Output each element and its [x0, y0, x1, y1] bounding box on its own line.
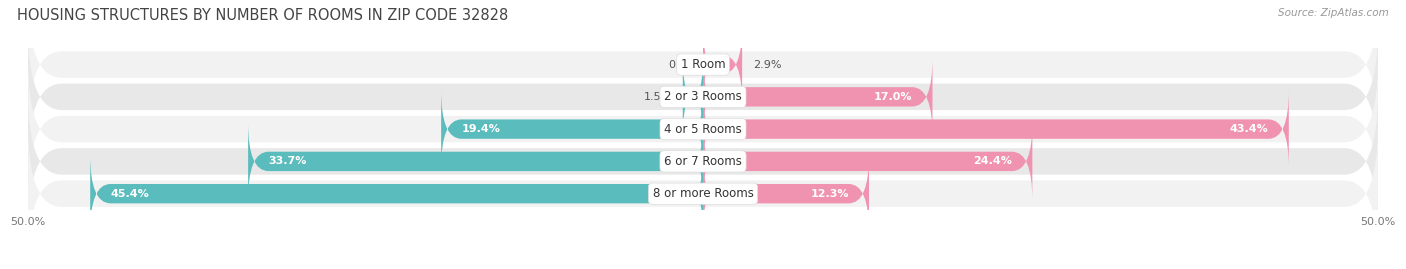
Text: 43.4%: 43.4% — [1230, 124, 1268, 134]
FancyBboxPatch shape — [28, 62, 1378, 197]
FancyBboxPatch shape — [28, 94, 1378, 229]
FancyBboxPatch shape — [28, 29, 1378, 164]
Text: 0.0%: 0.0% — [668, 59, 696, 70]
Text: HOUSING STRUCTURES BY NUMBER OF ROOMS IN ZIP CODE 32828: HOUSING STRUCTURES BY NUMBER OF ROOMS IN… — [17, 8, 508, 23]
Text: Source: ZipAtlas.com: Source: ZipAtlas.com — [1278, 8, 1389, 18]
Text: 6 or 7 Rooms: 6 or 7 Rooms — [664, 155, 742, 168]
Text: 2.9%: 2.9% — [754, 59, 782, 70]
Text: 8 or more Rooms: 8 or more Rooms — [652, 187, 754, 200]
Text: 45.4%: 45.4% — [111, 189, 149, 199]
FancyBboxPatch shape — [28, 0, 1378, 132]
Text: 12.3%: 12.3% — [810, 189, 849, 199]
FancyBboxPatch shape — [703, 90, 1289, 168]
Text: 24.4%: 24.4% — [973, 156, 1012, 167]
FancyBboxPatch shape — [703, 58, 932, 136]
Text: 1 Room: 1 Room — [681, 58, 725, 71]
Text: 4 or 5 Rooms: 4 or 5 Rooms — [664, 123, 742, 136]
FancyBboxPatch shape — [703, 123, 1032, 200]
FancyBboxPatch shape — [441, 90, 703, 168]
Text: 2 or 3 Rooms: 2 or 3 Rooms — [664, 90, 742, 103]
FancyBboxPatch shape — [703, 155, 869, 232]
FancyBboxPatch shape — [683, 58, 703, 136]
Text: 33.7%: 33.7% — [269, 156, 307, 167]
Text: 19.4%: 19.4% — [461, 124, 501, 134]
FancyBboxPatch shape — [28, 126, 1378, 261]
FancyBboxPatch shape — [703, 26, 742, 103]
Text: 1.5%: 1.5% — [644, 92, 672, 102]
FancyBboxPatch shape — [247, 123, 703, 200]
Text: 17.0%: 17.0% — [873, 92, 912, 102]
FancyBboxPatch shape — [90, 155, 703, 232]
